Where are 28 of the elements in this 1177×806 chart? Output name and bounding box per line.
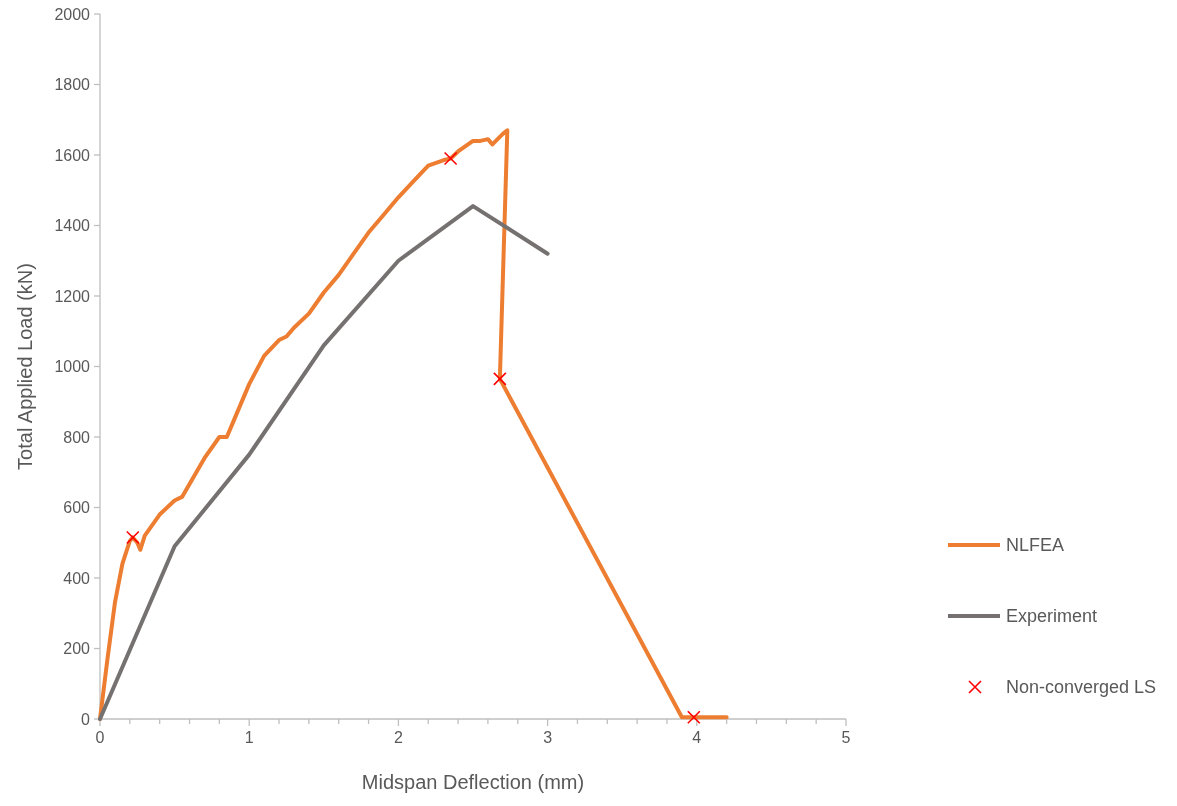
y-tick-label: 1200 — [54, 287, 91, 305]
x-axis-title: Midspan Deflection (mm) — [361, 771, 585, 793]
point — [687, 710, 701, 725]
x-tick-label: 0 — [95, 729, 105, 746]
y-tick-label: 0 — [81, 710, 91, 728]
legend-label: Non-converged LS — [1006, 677, 1157, 698]
point — [126, 530, 140, 545]
y-tick-label: 1800 — [54, 76, 91, 94]
y-axis-title: Total Applied Load (kN) — [14, 263, 36, 470]
point — [493, 372, 507, 386]
line-series — [98, 128, 729, 721]
legend-label: Experiment — [1006, 606, 1098, 627]
y-tick-label: 2000 — [54, 5, 91, 23]
y-tick-label: 1000 — [54, 358, 91, 376]
y-tick-label: 200 — [63, 640, 91, 658]
x-tick-label: 2 — [393, 729, 403, 746]
legend-label: NLFEA — [1006, 535, 1065, 556]
point — [443, 151, 458, 166]
line-series — [98, 204, 550, 721]
y-tick-label: 800 — [63, 428, 91, 446]
y-tick-label: 600 — [63, 499, 91, 517]
x-tick-label: 4 — [692, 729, 702, 746]
y-tick-label: 1400 — [54, 217, 91, 235]
y-tick-label: 1600 — [54, 146, 91, 164]
x-tick-label: 5 — [841, 729, 851, 746]
x-tick-label: 1 — [244, 729, 254, 746]
y-tick-label: 400 — [63, 569, 91, 587]
x-tick-label: 3 — [543, 729, 553, 746]
